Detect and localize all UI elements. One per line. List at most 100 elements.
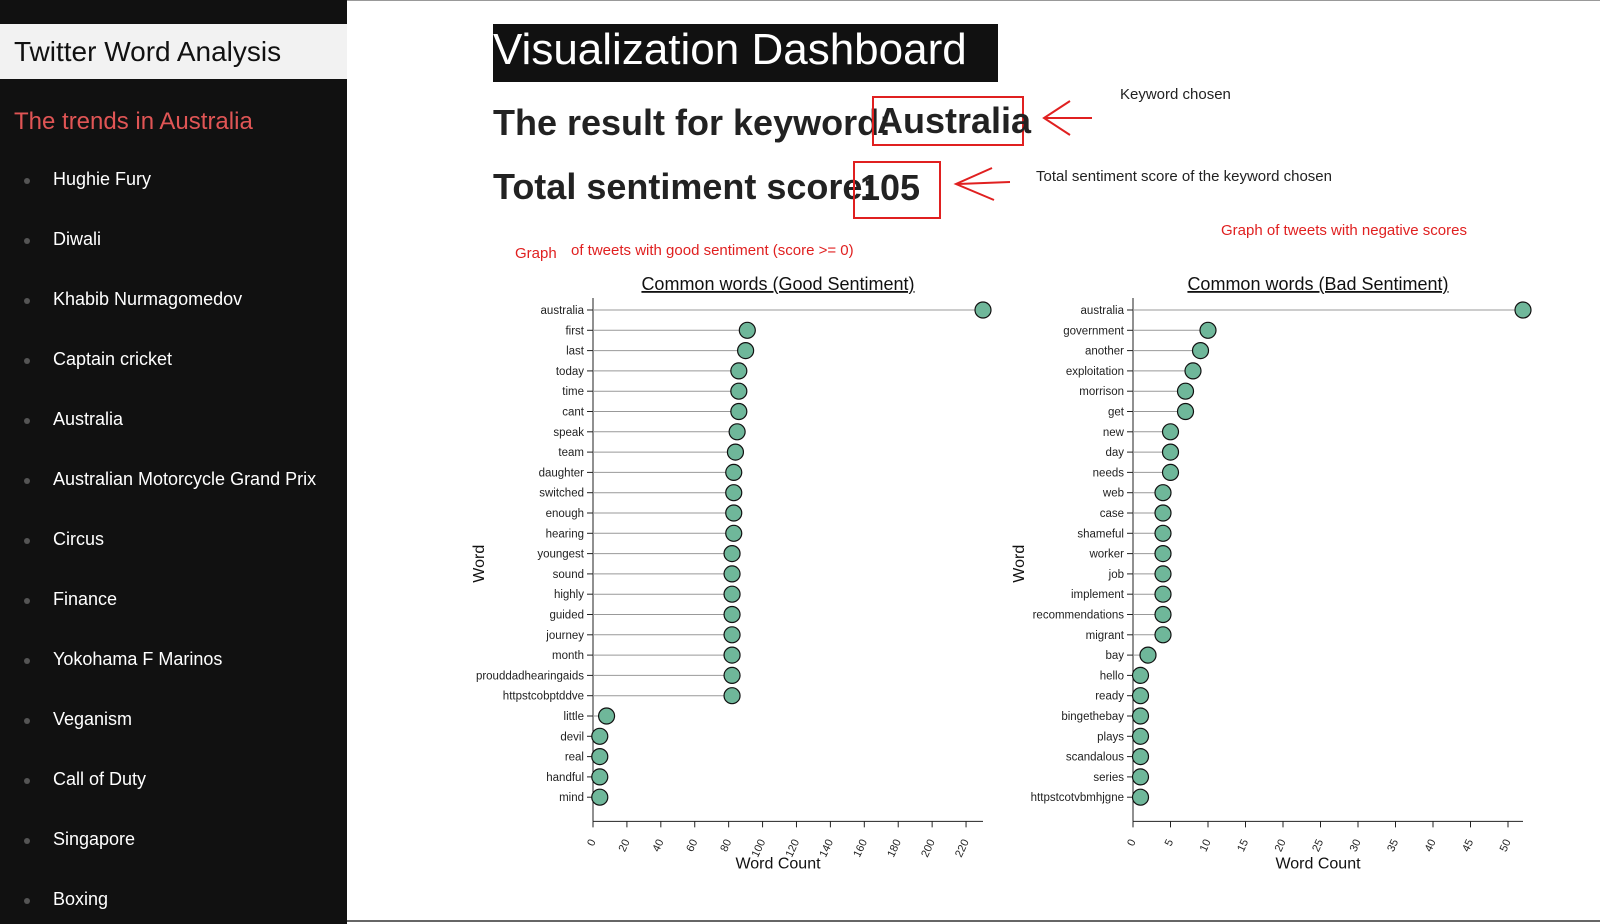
x-axis-label: Word Count [735, 855, 821, 872]
sidebar-item[interactable]: Finance [0, 586, 347, 616]
y-tick-label: new [1103, 427, 1125, 439]
y-tick-label: team [558, 447, 584, 459]
good-graph-annotation-a: Graph [515, 245, 557, 262]
x-tick-label: 220 [953, 838, 972, 860]
lollipop-dot [597, 707, 616, 725]
y-tick-label: sound [553, 569, 584, 581]
sidebar-item[interactable]: Circus [0, 526, 347, 556]
keyword-label: The result for keyword: [493, 102, 892, 143]
bullet-icon [24, 718, 30, 724]
sidebar-item[interactable]: Singapore [0, 826, 347, 856]
lollipop-dot [725, 504, 743, 522]
sidebar-item[interactable]: Yokohama F Marinos [0, 646, 347, 676]
sidebar-item[interactable]: Captain cricket [0, 346, 347, 376]
lollipop-dot [591, 788, 609, 806]
y-tick-label: implement [1071, 589, 1125, 601]
sidebar-item[interactable]: Hughie Fury [0, 166, 347, 196]
sidebar-item-label: Singapore [53, 829, 136, 849]
chart-title: Common words (Bad Sentiment) [1187, 274, 1448, 294]
x-tick-label: 40 [650, 838, 666, 854]
sidebar-item[interactable]: Australian Motorcycle Grand Prix [0, 466, 347, 496]
sidebar-item[interactable]: Australia [0, 406, 347, 436]
y-tick-label: bingethebay [1061, 711, 1124, 723]
bullet-icon [24, 178, 30, 184]
lollipop-dot [730, 382, 748, 400]
sidebar-item-label: Khabib Nurmagomedov [53, 289, 243, 309]
sidebar-item-label: Australia [53, 409, 124, 429]
y-tick-label: month [552, 650, 584, 662]
lollipop-dot [725, 524, 743, 542]
sidebar-item[interactable]: Call of Duty [0, 766, 347, 796]
lollipop-dot [1131, 788, 1150, 806]
x-tick-label: 20 [1273, 838, 1289, 854]
lollipop-dot [1154, 484, 1172, 502]
lollipop-dot [591, 768, 609, 786]
bullet-icon [24, 898, 30, 904]
page-title: Visualization Dashboard [493, 24, 998, 82]
x-tick-label: 180 [885, 838, 904, 860]
sidebar-item-label: Call of Duty [53, 769, 147, 789]
bullet-icon [24, 658, 30, 664]
bullet-icon [24, 238, 30, 244]
lollipop-dot [1176, 382, 1195, 400]
sidebar-item[interactable]: Veganism [0, 706, 347, 736]
lollipop-dot [730, 402, 748, 421]
y-tick-label: job [1108, 569, 1124, 581]
lollipop-dot [723, 646, 741, 664]
y-tick-label: devil [560, 731, 584, 743]
bullet-icon [24, 838, 30, 844]
lollipop-dot [591, 727, 609, 745]
good-sentiment-chart: Common words (Good Sentiment)0 20 40 60 80 10… [471, 274, 992, 872]
keyword-value: Australia [872, 96, 1031, 146]
x-tick-label: 5 [1163, 838, 1176, 849]
sidebar-item-label: Circus [53, 529, 105, 549]
trends-heading: The trends in Australia [14, 108, 253, 135]
y-tick-label: time [562, 386, 584, 398]
sidebar-item-label: Diwali [53, 229, 102, 249]
lollipop-dot [737, 341, 755, 360]
x-tick-label: 30 [1348, 838, 1364, 854]
y-tick-label: recommendations [1033, 610, 1125, 622]
lollipop-dot [723, 565, 741, 583]
y-tick-label: real [565, 752, 584, 764]
sidebar-item-label: Captain cricket [53, 349, 173, 369]
lollipop-dot [723, 545, 741, 563]
y-tick-label: worker [1088, 549, 1124, 561]
lollipop-dot [1131, 727, 1150, 745]
y-tick-label: get [1108, 407, 1125, 419]
sidebar: Twitter Word Analysis The trends in Aust… [0, 0, 347, 924]
lollipop-dot [725, 463, 743, 481]
y-axis-label: Word [1011, 545, 1028, 583]
sidebar-item-label: Veganism [53, 709, 133, 729]
score-label: Total sentiment score: [493, 166, 875, 207]
x-tick-label: 15 [1235, 838, 1251, 854]
y-tick-label: journey [545, 630, 584, 642]
x-tick-label: 25 [1310, 838, 1326, 854]
x-tick-label: 0 [1125, 838, 1138, 849]
y-tick-label: first [565, 325, 584, 337]
lollipop-dot [1131, 687, 1150, 705]
sidebar-item[interactable]: Khabib Nurmagomedov [0, 286, 347, 316]
lollipop-dot [1154, 565, 1172, 583]
y-tick-label: morrison [1079, 386, 1124, 398]
sidebar-item-label: Hughie Fury [53, 169, 152, 189]
y-tick-label: guided [549, 610, 584, 622]
y-tick-label: speak [553, 427, 584, 439]
score-value: 105 [853, 161, 941, 219]
lollipop-dot [723, 605, 741, 624]
lollipop-dot [738, 321, 756, 339]
sidebar-item[interactable]: Diwali [0, 226, 347, 256]
good-graph-annotation-b: of tweets with good sentiment (score >= … [571, 242, 854, 259]
sidebar-item[interactable]: Boxing [0, 886, 347, 916]
bullet-icon [24, 538, 30, 544]
y-tick-label: httpstcotvbmhjgne [1031, 792, 1124, 804]
lollipop-dot [730, 362, 748, 380]
y-tick-label: highly [554, 589, 584, 601]
x-tick-label: 20 [617, 838, 633, 854]
x-tick-label: 40 [1423, 838, 1439, 854]
score-arrow-icon [953, 167, 1011, 201]
lollipop-dot [1154, 545, 1172, 563]
x-tick-label: 160 [851, 838, 870, 860]
x-tick-label: 200 [919, 838, 938, 860]
lollipop-dot [1191, 341, 1210, 360]
